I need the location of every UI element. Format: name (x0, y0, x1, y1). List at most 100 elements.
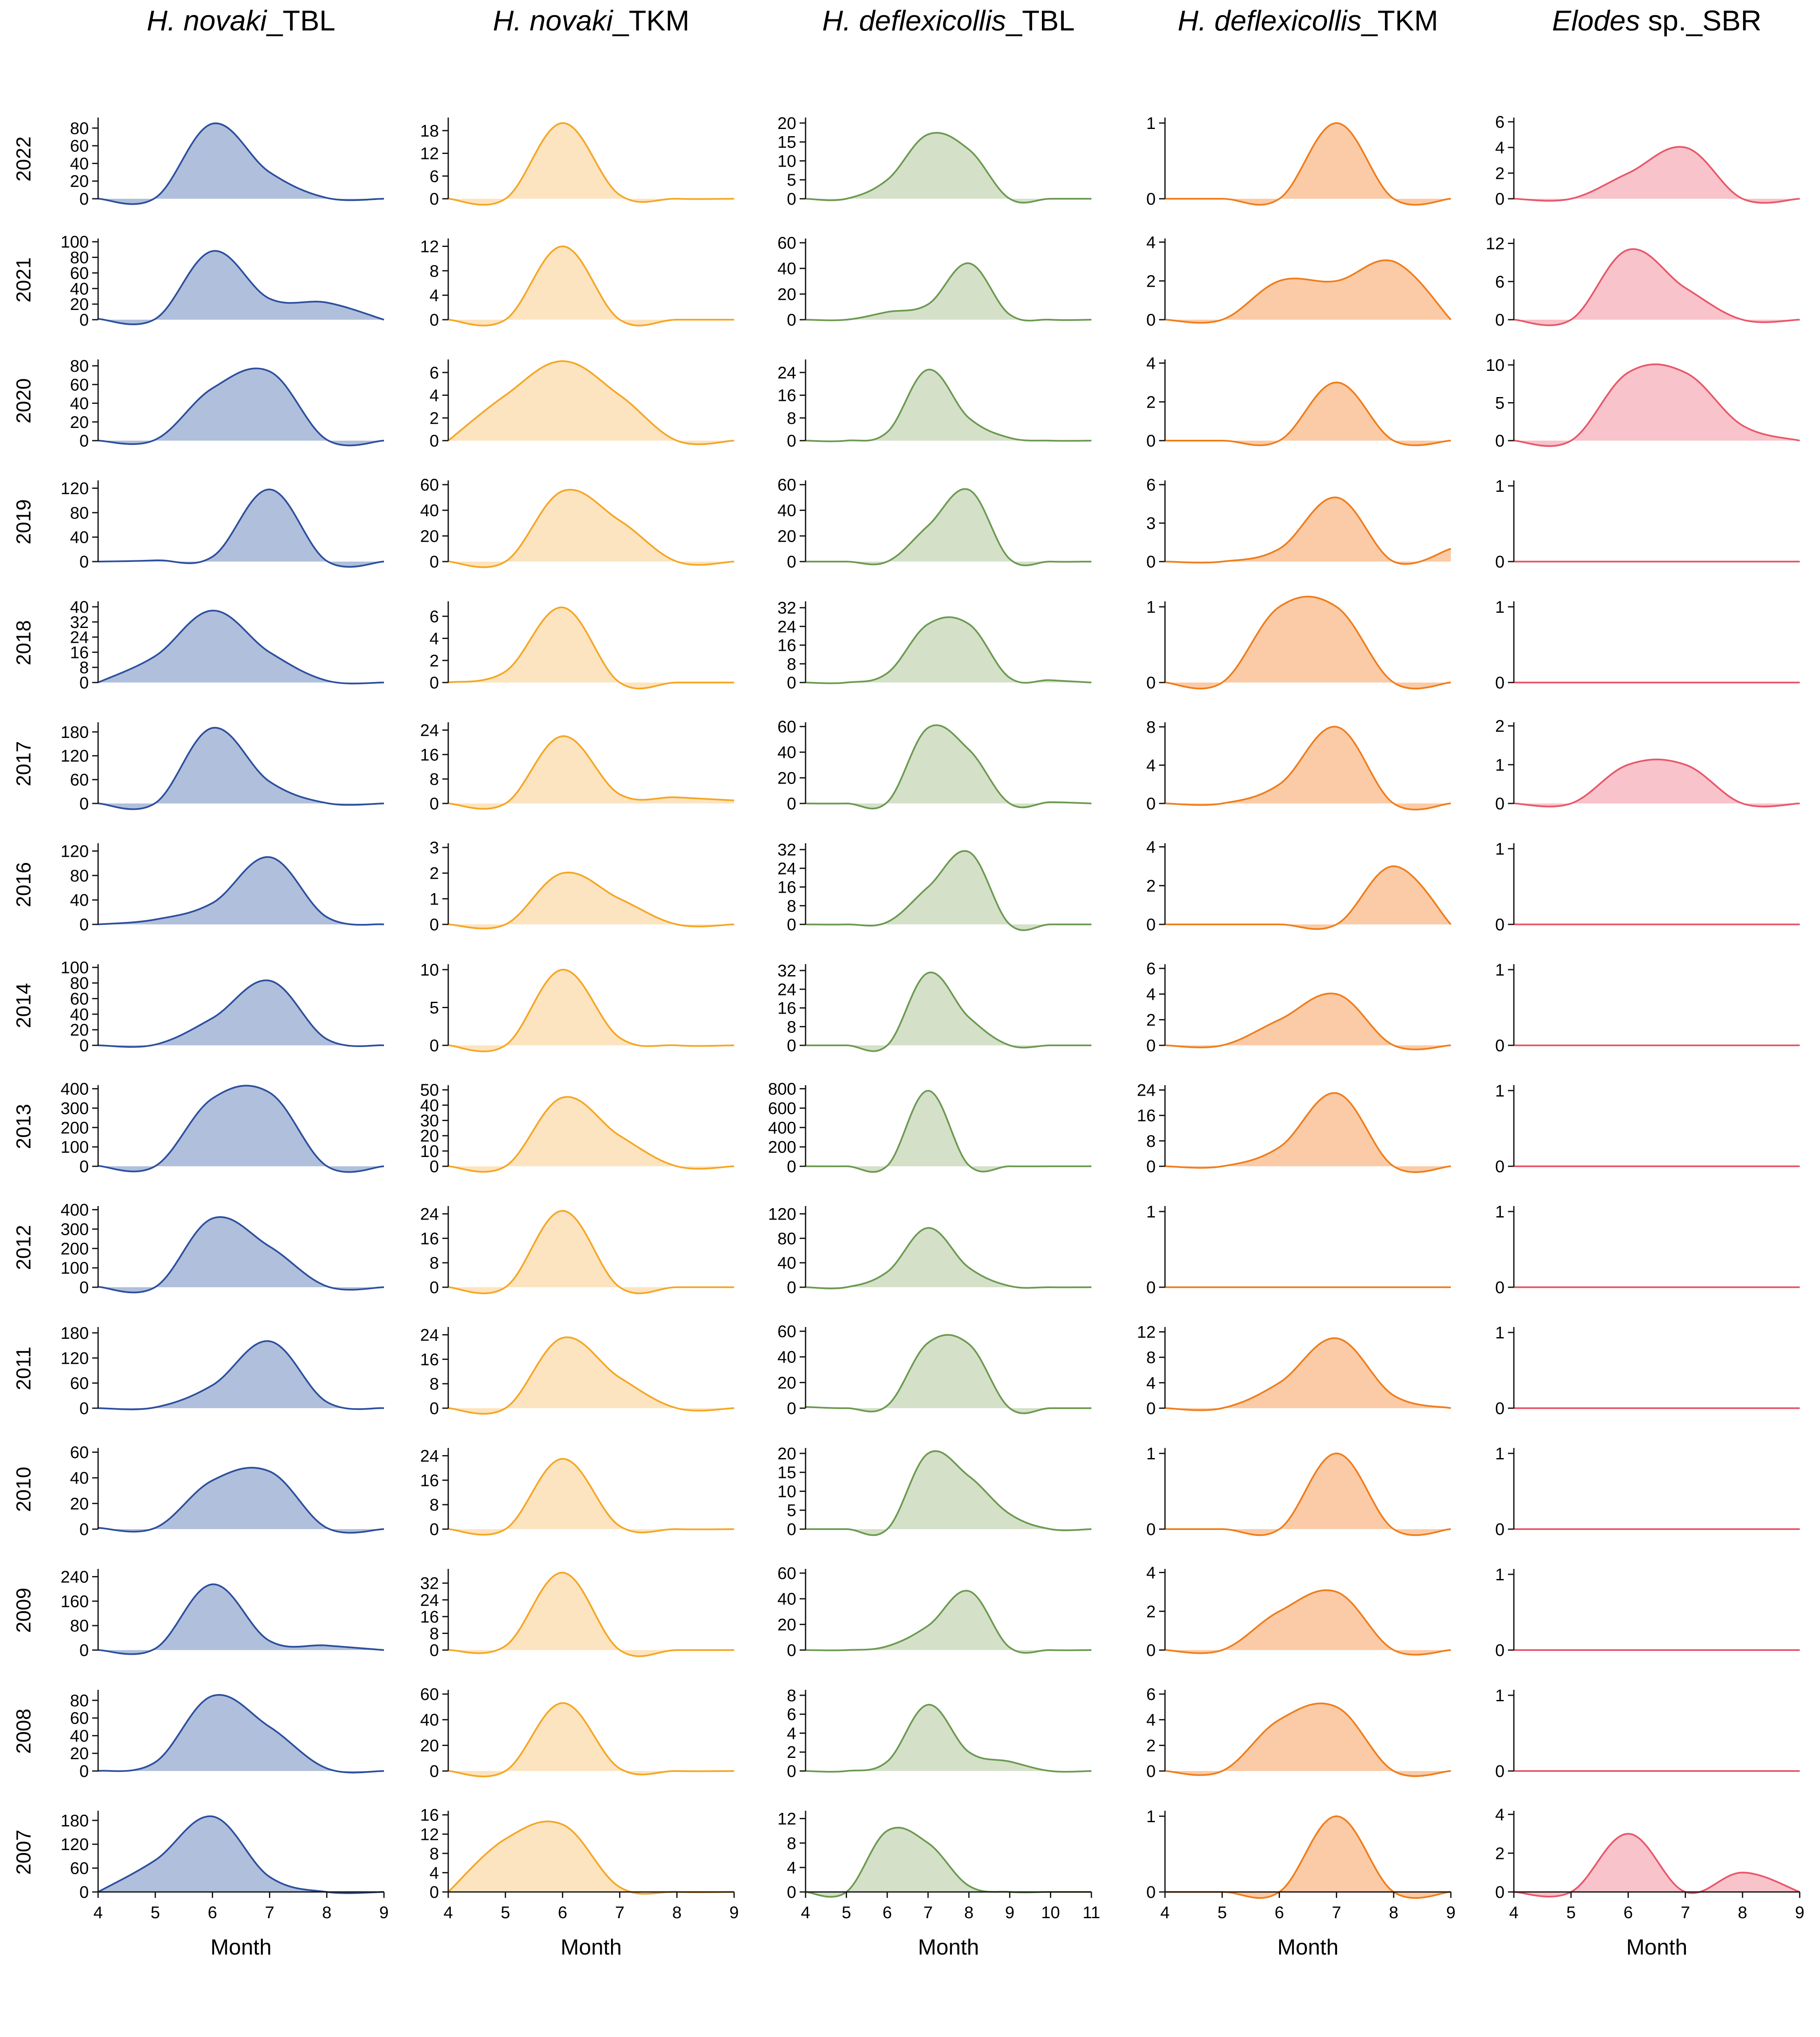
y-tick-label: 0 (430, 311, 439, 329)
y-tick-label: 0 (79, 1278, 89, 1297)
series-line (1165, 1703, 1451, 1777)
y-tick-label: 60 (778, 1564, 797, 1583)
y-tick-label: 0 (430, 1157, 439, 1176)
panel-2017: 0 20 40 60 (778, 718, 1092, 813)
y-tick-label: 300 (60, 1220, 89, 1239)
y-tick-label: 1 (1495, 961, 1505, 979)
y-tick-label: 24 (778, 980, 797, 999)
y-tick-label: 400 (60, 1201, 89, 1220)
y-tick-label: 40 (778, 260, 797, 278)
column-title-site: _TKM (612, 5, 689, 37)
y-tick-label: 120 (60, 842, 89, 861)
y-tick-label: 6 (1146, 476, 1156, 494)
y-tick-label: 30 (420, 1112, 439, 1130)
y-tick-label: 60 (420, 476, 439, 494)
y-tick-label: 16 (420, 1229, 439, 1248)
panel-2016: 0 2 4 (1146, 838, 1452, 934)
y-tick-label: 40 (70, 154, 89, 173)
y-tick-label: 80 (70, 1692, 89, 1710)
y-tick-label: 10 (778, 152, 797, 170)
y-tick-label: 1 (1495, 1203, 1505, 1221)
y-tick-label: 0 (79, 311, 89, 329)
column-title: H. deflexicollis_TKM (1178, 5, 1438, 37)
x-tick-label: 6 (208, 1903, 217, 1922)
y-tick-label: 20 (778, 285, 797, 304)
y-tick-label: 0 (1146, 1641, 1156, 1660)
area-fill (98, 980, 384, 1047)
area-fill (448, 246, 734, 326)
column-title: Elodes sp._SBR (1552, 5, 1761, 37)
y-tick-label: 24 (1137, 1081, 1156, 1100)
y-tick-label: 240 (60, 1568, 89, 1586)
panel-2014: 0 5 10 (420, 961, 735, 1055)
area-fill (1514, 759, 1800, 807)
y-tick-label: 0 (787, 916, 796, 934)
series-line (448, 1702, 735, 1777)
series-line (1165, 1092, 1451, 1173)
y-tick-label: 0 (79, 1520, 89, 1539)
y-tick-label: 40 (70, 528, 89, 547)
x-tick-label: 5 (841, 1903, 851, 1922)
area-fill (1514, 364, 1800, 446)
x-tick-label: 7 (1332, 1903, 1341, 1922)
y-tick-label: 6 (1146, 960, 1156, 978)
year-label: 2011 (13, 1346, 35, 1390)
x-tick-label: 6 (1275, 1903, 1284, 1922)
y-tick-label: 0 (430, 553, 439, 571)
y-tick-label: 1 (1146, 1807, 1156, 1826)
area-fill (806, 851, 1091, 930)
panel-2021: 0 2 4 (1146, 233, 1452, 329)
panel-2021: 0 6 12 (1486, 235, 1800, 329)
y-tick-label: 15 (778, 133, 797, 152)
area-fill (806, 617, 1091, 683)
x-tick-label: 7 (265, 1903, 274, 1922)
y-tick-label: 6 (1495, 273, 1505, 291)
area-fill (806, 1228, 1091, 1289)
y-tick-label: 0 (79, 1157, 89, 1176)
series-line (805, 850, 1091, 931)
series-line (805, 616, 1092, 684)
area-fill (806, 1705, 1091, 1772)
y-tick-label: 1 (1495, 756, 1505, 774)
series-line (1513, 1833, 1800, 1897)
y-tick-label: 20 (778, 527, 797, 546)
y-tick-label: 0 (1495, 311, 1505, 329)
y-tick-label: 20 (778, 1374, 797, 1392)
series-line (448, 1096, 735, 1173)
series-line (448, 872, 735, 929)
y-tick-label: 40 (420, 502, 439, 520)
y-tick-label: 0 (787, 1036, 796, 1055)
y-tick-label: 0 (787, 795, 796, 813)
y-tick-label: 16 (420, 1806, 439, 1825)
y-tick-label: 0 (787, 432, 796, 450)
panel-2009: 0 2 4 (1146, 1564, 1451, 1660)
y-tick-label: 600 (768, 1099, 796, 1118)
area-fill (98, 368, 384, 446)
y-tick-label: 0 (1495, 795, 1505, 813)
y-tick-label: 120 (60, 1835, 89, 1854)
panel-2011: 0 4 8 12 (1137, 1323, 1451, 1418)
y-tick-label: 180 (60, 1812, 89, 1830)
area-fill (448, 969, 734, 1052)
y-tick-label: 80 (70, 504, 89, 522)
y-tick-label: 120 (768, 1205, 796, 1223)
y-tick-label: 2 (1495, 717, 1505, 736)
area-fill (806, 725, 1091, 809)
y-tick-label: 80 (70, 249, 89, 267)
y-tick-label: 12 (420, 237, 439, 256)
y-tick-label: 8 (430, 1254, 439, 1272)
area-fill (806, 1091, 1091, 1172)
y-tick-label: 40 (70, 1005, 89, 1024)
area-fill (448, 1211, 734, 1294)
panel-2013: 0 8 16 24 (1137, 1081, 1451, 1176)
y-tick-label: 16 (778, 387, 797, 405)
area-fill (98, 123, 384, 204)
y-tick-label: 40 (70, 891, 89, 910)
area-fill (1165, 727, 1451, 810)
panel-2017: 0 4 8 (1146, 718, 1451, 813)
y-tick-label: 20 (778, 769, 797, 787)
